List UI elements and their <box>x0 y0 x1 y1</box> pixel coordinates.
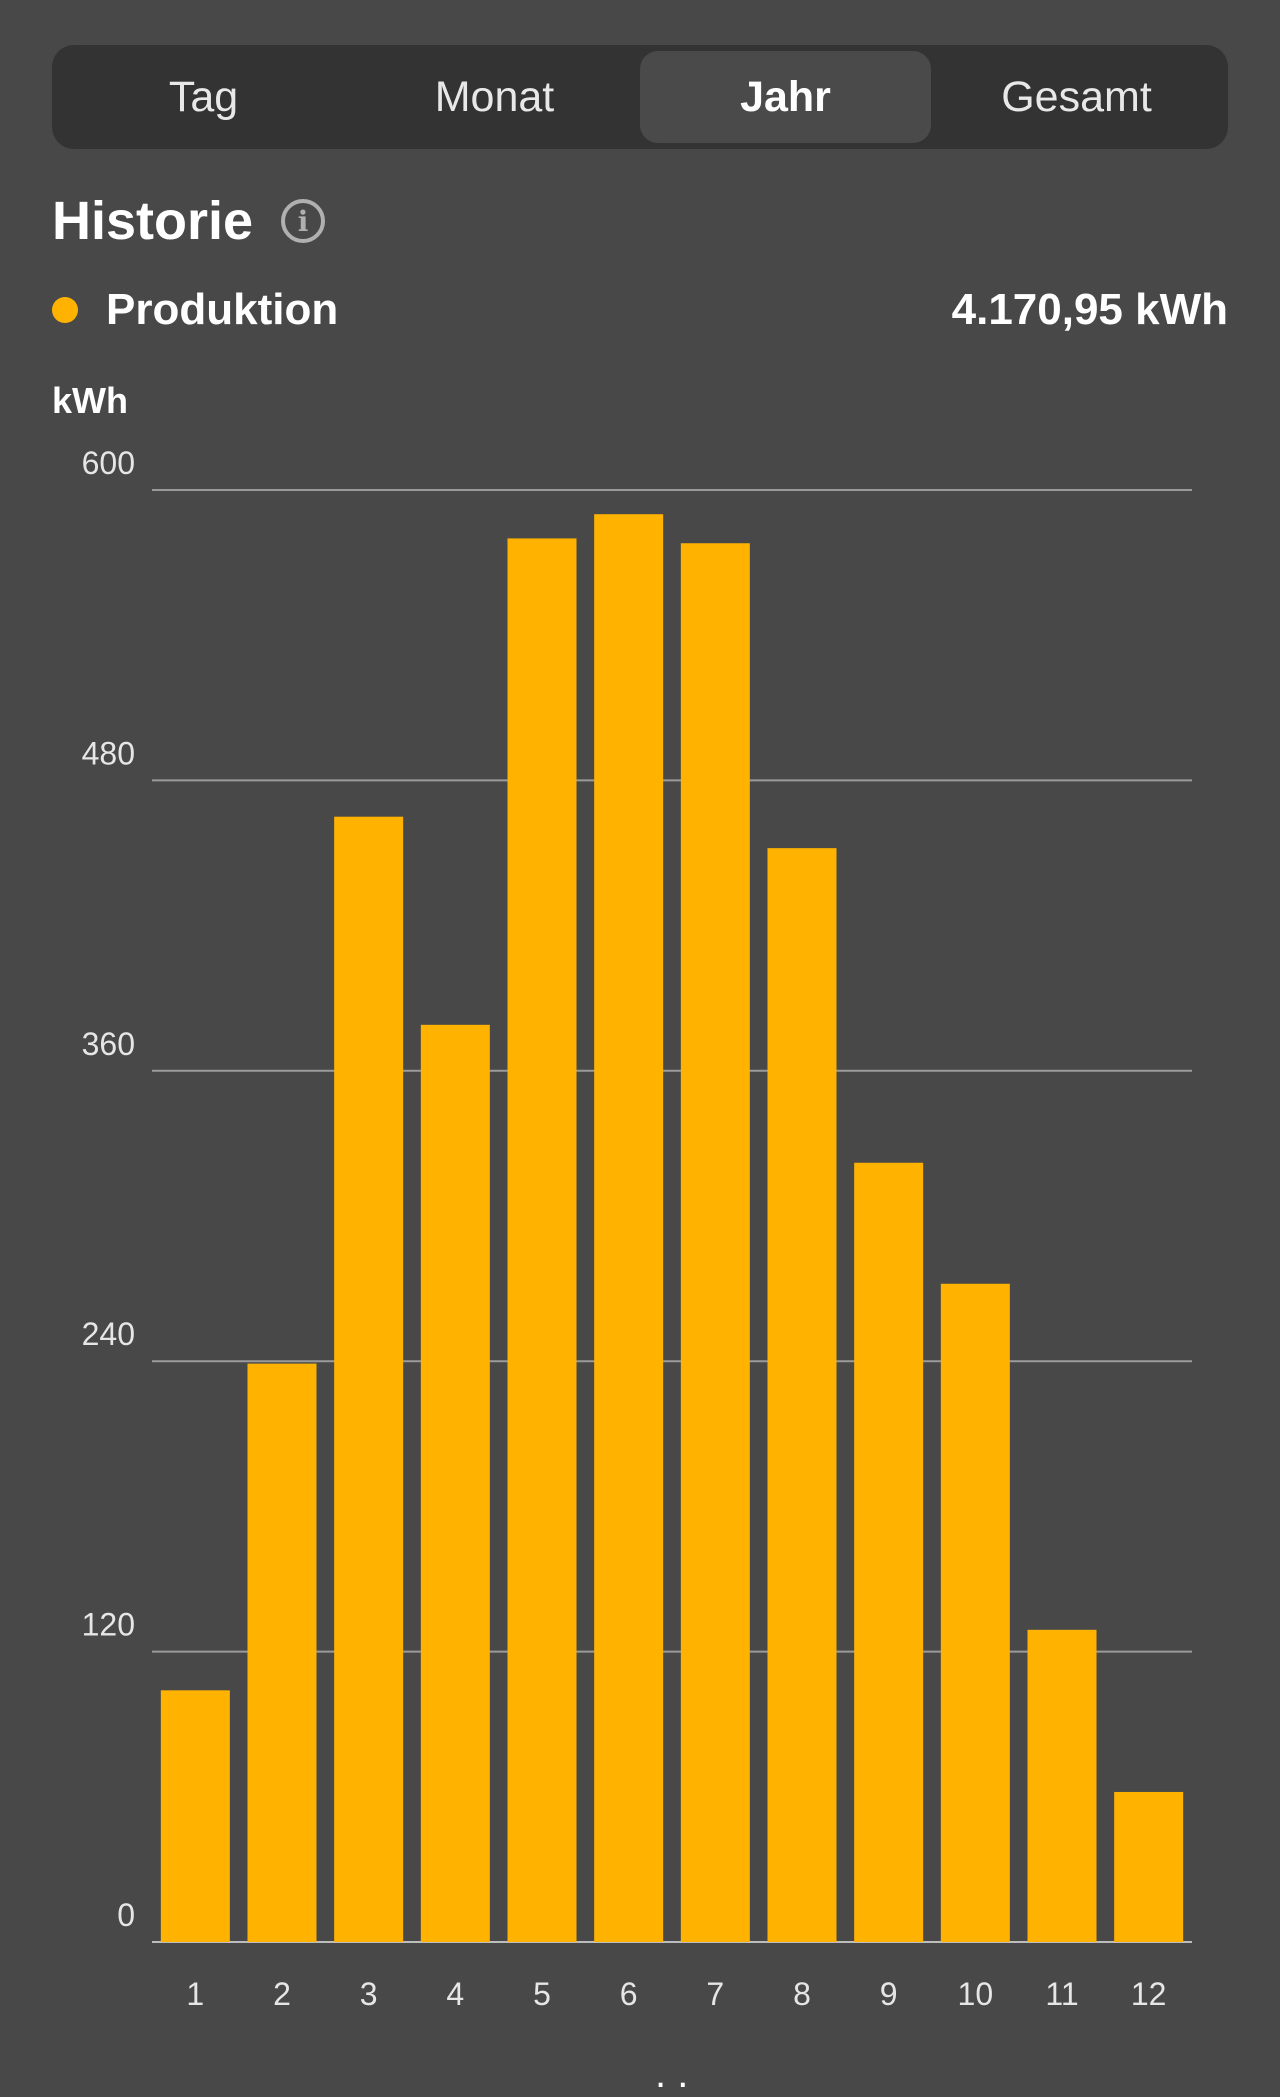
bar-month-3[interactable] <box>334 816 404 1943</box>
info-icon[interactable]: i <box>281 199 326 243</box>
tab-gesamt[interactable]: Gesamt <box>1001 72 1152 121</box>
legend-label: Produktion <box>106 285 339 334</box>
x-tick-label: 9 <box>880 1976 898 2012</box>
y-tick-label: 120 <box>82 1607 135 1643</box>
bar-month-11[interactable] <box>1027 1629 1097 1942</box>
tab-jahr[interactable]: Jahr <box>640 51 931 143</box>
tab-tag[interactable]: Tag <box>168 72 239 121</box>
y-tick-label: 240 <box>82 1316 135 1352</box>
x-tick-label: 8 <box>793 1976 811 2012</box>
y-axis-unit-label: kWh <box>52 380 128 421</box>
x-tick-label: 3 <box>360 1976 378 2012</box>
x-tick-label: 6 <box>620 1976 638 2012</box>
cut-off-label: . . <box>655 2052 689 2096</box>
y-tick-label: 360 <box>82 1026 135 1062</box>
x-tick-label: 5 <box>533 1976 551 2012</box>
x-tick-label: 2 <box>273 1976 291 2012</box>
history-header: Historie i <box>52 190 326 252</box>
y-tick-label: 0 <box>117 1897 135 1933</box>
x-tick-label: 11 <box>1045 1976 1078 2012</box>
legend-dot-icon <box>52 297 78 323</box>
x-tick-label: 12 <box>1131 1976 1167 2012</box>
bar-month-9[interactable] <box>854 1162 924 1942</box>
page-title: Historie <box>52 191 254 251</box>
bar-month-10[interactable] <box>940 1283 1010 1942</box>
y-tick-label: 600 <box>82 445 135 481</box>
period-tab-bar: Tag Monat Jahr Gesamt <box>52 45 1228 149</box>
x-tick-label: 7 <box>706 1976 724 2012</box>
x-tick-label: 10 <box>958 1976 994 2012</box>
x-tick-label: 1 <box>186 1976 204 2012</box>
y-tick-label: 480 <box>82 735 135 771</box>
bar-month-1[interactable] <box>160 1690 230 1942</box>
bar-month-12[interactable] <box>1114 1791 1184 1942</box>
bar-month-5[interactable] <box>507 538 577 1942</box>
bar-month-7[interactable] <box>680 543 750 1942</box>
bar-month-8[interactable] <box>767 848 837 1943</box>
production-total: 4.170,95 kWh <box>951 285 1228 334</box>
bar-month-2[interactable] <box>247 1363 317 1942</box>
bar-month-4[interactable] <box>420 1024 490 1942</box>
legend: Produktion 4.170,95 kWh <box>52 280 1228 340</box>
bar-month-6[interactable] <box>594 514 664 1943</box>
tab-monat[interactable]: Monat <box>434 72 555 121</box>
x-tick-label: 4 <box>446 1976 464 2012</box>
